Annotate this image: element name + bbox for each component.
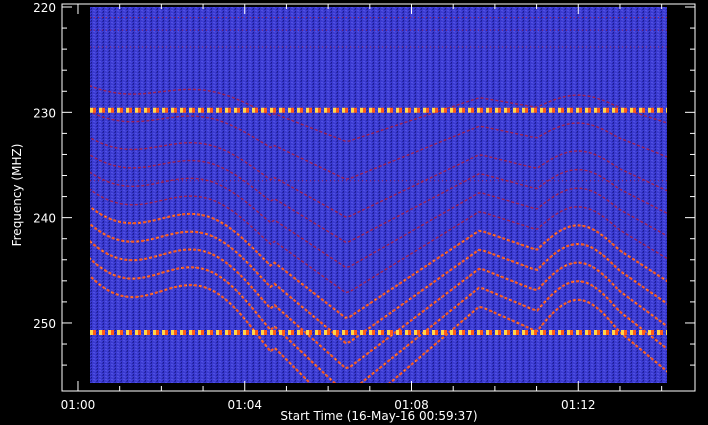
x-tick-label: 01:04 — [227, 398, 262, 412]
y-axis-label: Frequency (MHZ) — [10, 144, 24, 247]
x-tick-label: 01:08 — [394, 398, 429, 412]
y-tick-label: 240 — [33, 212, 56, 226]
emission-lane — [90, 188, 667, 294]
emission-lane — [90, 154, 667, 243]
plot-frame — [61, 3, 696, 392]
emission-lane — [90, 85, 667, 143]
emission-lane — [90, 205, 667, 319]
emission-lane — [90, 274, 667, 383]
x-tick-label: 01:12 — [561, 398, 596, 412]
x-tick-label: 01:00 — [61, 398, 96, 412]
emission-lane-highlight — [90, 206, 667, 319]
y-tick-label: 220 — [33, 1, 56, 15]
plot-background — [90, 7, 667, 383]
y-tick-label: 250 — [33, 317, 56, 331]
x-axis-label: Start Time (16-May-16 00:59:37) — [280, 409, 477, 423]
emission-lane — [90, 257, 667, 383]
x-axis-ticks: 01:00 01:04 01:08 01:12 — [61, 4, 663, 412]
emission-lane — [90, 111, 667, 180]
emission-lane — [90, 222, 667, 345]
y-tick-label: 230 — [33, 106, 56, 120]
y-axis-ticks: 220 230 240 250 — [33, 1, 695, 366]
constant-bands — [90, 17, 667, 335]
emission-lane — [90, 136, 667, 218]
